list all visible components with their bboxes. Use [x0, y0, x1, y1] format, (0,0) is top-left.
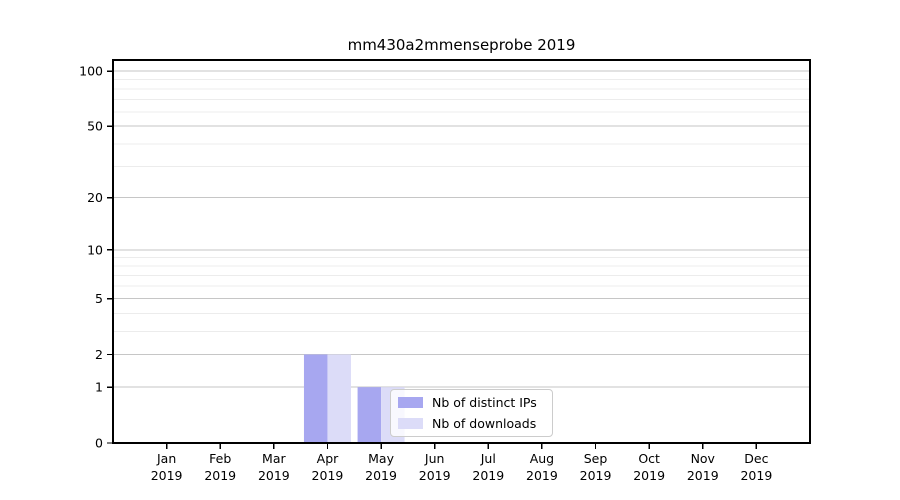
x-tick-label-month: Aug	[530, 451, 554, 466]
x-tick-label-month: Jul	[480, 451, 496, 466]
bar-nb-of-distinct-ips-apr	[303, 354, 328, 443]
x-tick-label-year: 2019	[580, 468, 612, 483]
x-tick-label-month: Jan	[156, 451, 176, 466]
x-tick-label-year: 2019	[472, 468, 504, 483]
chart-title: mm430a2mmenseprobe 2019	[347, 36, 576, 54]
x-tick-label-month: Oct	[638, 451, 660, 466]
plot-border	[112, 59, 811, 444]
y-tick-label: 20	[87, 190, 103, 205]
y-tick-label: 10	[87, 242, 103, 257]
legend-swatch-downloads	[398, 418, 423, 429]
x-tick-label-year: 2019	[526, 468, 558, 483]
y-tick-label: 50	[87, 119, 103, 134]
x-tick-label-month: Nov	[691, 451, 716, 466]
x-tick-label-year: 2019	[633, 468, 665, 483]
legend-swatch-distinct-ips	[398, 397, 423, 408]
x-tick-label-month: Apr	[317, 451, 339, 466]
y-tick-label: 1	[95, 380, 103, 395]
legend-label-downloads: Nb of downloads	[432, 416, 537, 431]
x-tick-label-month: May	[368, 451, 394, 466]
legend-item-distinct-ips: Nb of distinct IPs	[398, 394, 544, 411]
legend-item-downloads: Nb of downloads	[398, 415, 544, 432]
y-tick-label: 100	[79, 64, 103, 79]
legend: Nb of distinct IPs Nb of downloads	[390, 389, 553, 437]
x-tick-label-year: 2019	[419, 468, 451, 483]
x-tick-label-month: Jun	[424, 451, 445, 466]
x-tick-label-month: Sep	[584, 451, 608, 466]
y-tick-label: 2	[95, 347, 103, 362]
x-tick-label-year: 2019	[258, 468, 290, 483]
x-tick-label-month: Mar	[262, 451, 286, 466]
bar-nb-of-distinct-ips-may	[357, 387, 382, 443]
legend-label-distinct-ips: Nb of distinct IPs	[432, 395, 537, 410]
x-tick-label-month: Feb	[209, 451, 231, 466]
x-tick-label-year: 2019	[312, 468, 344, 483]
y-tick-label: 5	[95, 291, 103, 306]
x-tick-label-year: 2019	[740, 468, 772, 483]
x-tick-label-year: 2019	[365, 468, 397, 483]
x-tick-label-year: 2019	[204, 468, 236, 483]
x-tick-label-year: 2019	[151, 468, 183, 483]
x-tick-label-year: 2019	[687, 468, 719, 483]
y-tick-label: 0	[95, 436, 103, 451]
x-tick-label-month: Dec	[744, 451, 768, 466]
bar-nb-of-downloads-apr	[327, 354, 351, 443]
